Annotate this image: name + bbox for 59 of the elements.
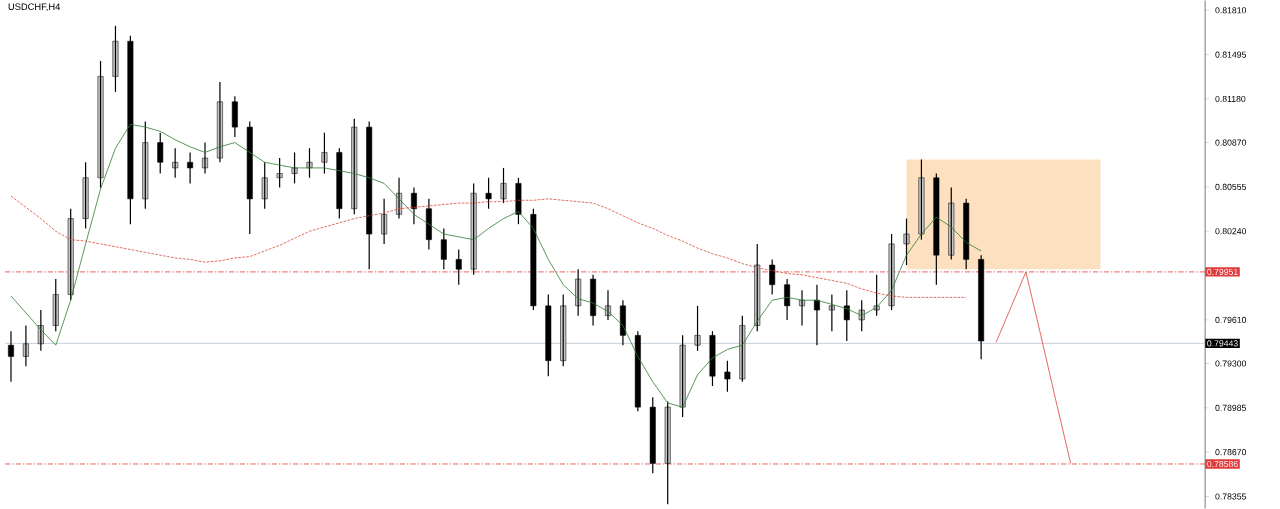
candlestick xyxy=(246,120,253,235)
candlestick xyxy=(366,120,373,270)
candlestick xyxy=(724,360,731,393)
candlestick xyxy=(679,334,686,418)
y-tick-label: 0.78985 xyxy=(1215,404,1246,411)
candlestick xyxy=(963,198,970,270)
candlestick xyxy=(67,208,74,301)
candlestick xyxy=(873,274,880,317)
candlestick xyxy=(127,35,134,225)
candlestick xyxy=(933,172,940,286)
ref-line-label: 0.79443 xyxy=(1207,340,1238,347)
chart-title: USDCHF,H4 xyxy=(8,3,61,12)
candlestick xyxy=(858,299,865,332)
candlestick xyxy=(485,177,492,210)
ref-line-label: 0.78586 xyxy=(1207,460,1238,468)
y-tick-label: 0.78355 xyxy=(1215,493,1246,500)
candlestick xyxy=(321,132,328,175)
candlestick xyxy=(560,293,567,367)
candlestick xyxy=(545,293,552,377)
candlestick xyxy=(888,233,895,311)
candlestick xyxy=(142,120,149,210)
candlestick xyxy=(649,396,656,474)
candlestick xyxy=(52,278,59,332)
y-tick-label: 0.80240 xyxy=(1215,228,1247,235)
candlestick xyxy=(769,258,776,296)
y-tick-label: 0.80555 xyxy=(1215,183,1246,190)
candlestick xyxy=(754,243,761,332)
y-tick-label: 0.81495 xyxy=(1215,51,1246,58)
y-tick-label: 0.81810 xyxy=(1215,7,1247,14)
candlestick xyxy=(739,315,746,383)
candlestick xyxy=(172,147,179,179)
candlestick xyxy=(97,60,104,189)
candlestick xyxy=(500,167,507,204)
y-tick-label: 0.79300 xyxy=(1215,360,1247,367)
candlestick xyxy=(336,147,343,220)
candlestick xyxy=(918,158,925,241)
candlestick xyxy=(530,208,537,311)
y-tick-label: 0.81180 xyxy=(1215,95,1246,103)
ref-line-label: 0.79951 xyxy=(1207,268,1238,275)
y-tick-label: 0.78670 xyxy=(1215,449,1247,456)
candlestick xyxy=(709,330,716,387)
candlestick xyxy=(82,161,89,230)
candlestick xyxy=(351,118,358,215)
candlestick xyxy=(276,157,283,189)
candlestick xyxy=(948,187,955,260)
candlestick xyxy=(157,132,164,175)
candlestick xyxy=(515,177,522,225)
candlestick xyxy=(261,161,268,210)
candlestick xyxy=(470,182,477,276)
candlestick xyxy=(440,227,447,270)
candlestick xyxy=(291,151,298,184)
candlestick xyxy=(37,309,44,352)
candlestick xyxy=(843,289,850,342)
y-tick-label: 0.80870 xyxy=(1215,139,1247,146)
candlestick xyxy=(112,25,119,93)
candlestick xyxy=(903,217,910,266)
y-tick-label: 0.79610 xyxy=(1215,316,1247,323)
candlestick xyxy=(694,305,701,352)
candlestick xyxy=(455,248,462,286)
